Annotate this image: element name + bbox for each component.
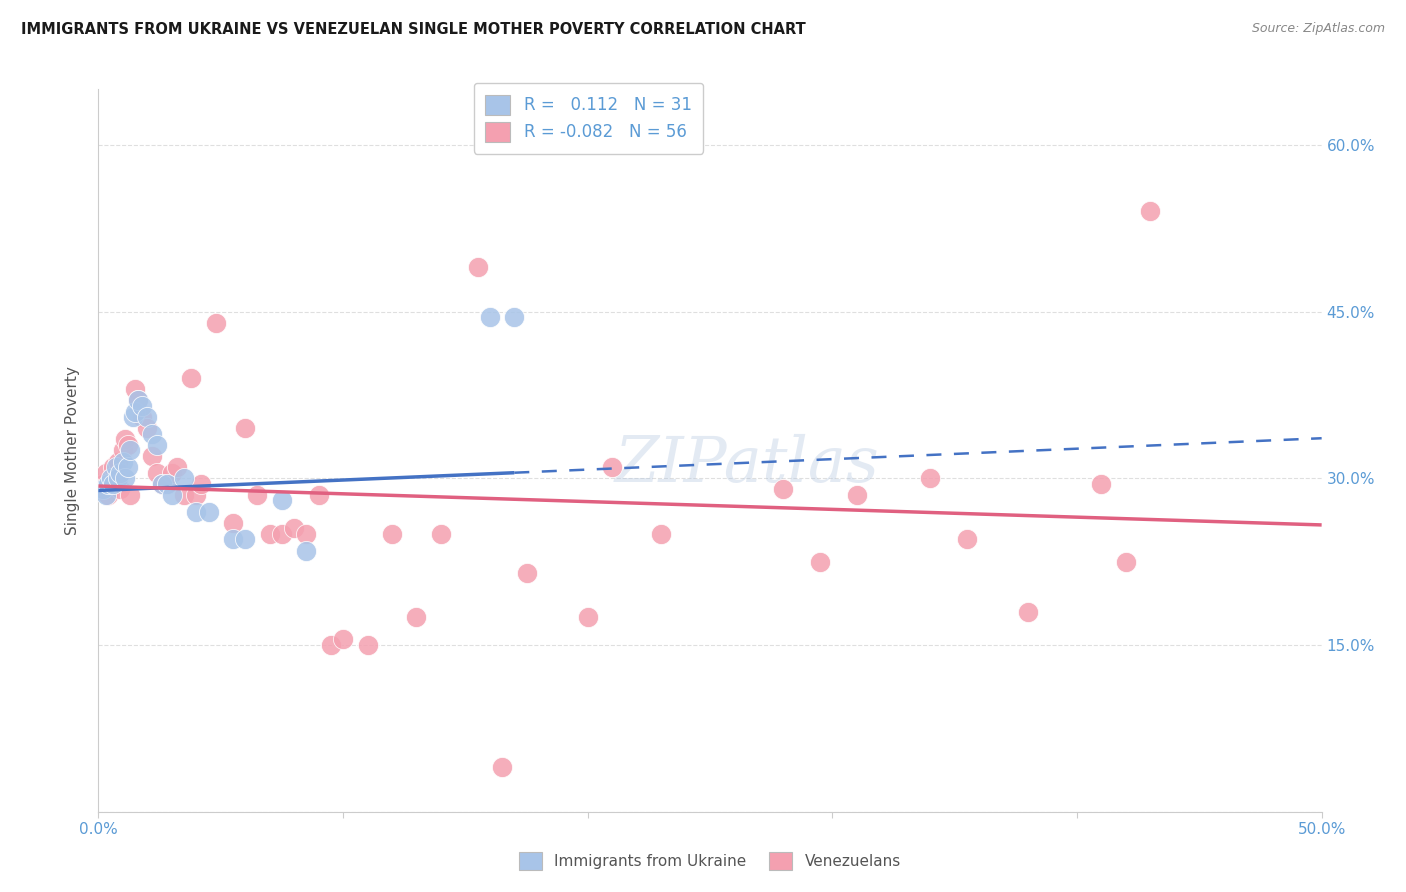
Point (141, 426, 163, 441)
Point (101, 460, 124, 475)
Point (808, 555, 831, 569)
Text: Source: ZipAtlas.com: Source: ZipAtlas.com (1251, 22, 1385, 36)
Point (97, 488, 120, 502)
Point (127, 393, 149, 408)
Point (197, 505, 219, 519)
Point (101, 476, 124, 491)
Point (136, 421, 159, 435)
Point (104, 471, 127, 485)
Point (1090, 476, 1112, 491)
Point (283, 521, 305, 535)
Point (141, 449, 163, 463)
Point (131, 410, 153, 425)
Point (150, 476, 173, 491)
Point (124, 382, 146, 396)
Point (97, 476, 120, 491)
Point (772, 483, 794, 497)
Point (180, 371, 202, 385)
Point (117, 460, 139, 475)
Point (356, 638, 378, 652)
Point (146, 438, 169, 452)
Point (190, 476, 212, 491)
Point (478, 310, 501, 324)
Point (121, 410, 143, 425)
Point (146, 466, 169, 480)
Point (100, 471, 122, 485)
Point (270, 526, 294, 541)
Point (160, 488, 183, 502)
Point (332, 632, 354, 647)
Point (246, 488, 269, 502)
Point (430, 526, 453, 541)
Point (503, 310, 526, 324)
Legend: Immigrants from Ukraine, Venezuelans: Immigrants from Ukraine, Venezuelans (513, 846, 907, 876)
Point (136, 410, 159, 425)
Point (1017, 605, 1039, 619)
Point (173, 488, 195, 502)
Point (381, 526, 404, 541)
Point (295, 526, 318, 541)
Point (156, 476, 179, 491)
Point (111, 443, 134, 458)
Point (110, 466, 132, 480)
Point (222, 533, 245, 547)
Point (160, 466, 183, 480)
Point (956, 533, 979, 547)
Point (405, 610, 427, 624)
Point (576, 610, 599, 624)
Point (319, 638, 342, 652)
Point (222, 516, 245, 530)
Point (91, 483, 114, 497)
Point (127, 393, 149, 408)
Point (104, 460, 127, 475)
Point (186, 488, 208, 502)
Point (107, 454, 129, 468)
Point (600, 460, 623, 475)
Point (131, 399, 153, 413)
Point (259, 526, 281, 541)
Text: ZIPatlas: ZIPatlas (614, 434, 879, 496)
Point (114, 433, 136, 447)
Point (270, 493, 294, 508)
Point (156, 476, 179, 491)
Point (117, 438, 139, 452)
Point (166, 460, 188, 475)
Point (1139, 204, 1161, 219)
Point (107, 471, 129, 485)
Point (233, 533, 256, 547)
Text: IMMIGRANTS FROM UKRAINE VS VENEZUELAN SINGLE MOTHER POVERTY CORRELATION CHART: IMMIGRANTS FROM UKRAINE VS VENEZUELAN SI… (21, 22, 806, 37)
Point (114, 471, 136, 485)
Point (110, 483, 132, 497)
Point (467, 260, 489, 274)
Point (111, 454, 134, 468)
Point (650, 526, 672, 541)
Point (124, 404, 146, 418)
Point (186, 505, 208, 519)
Point (100, 476, 122, 491)
Point (94, 466, 117, 480)
Point (845, 488, 868, 502)
Point (91, 476, 114, 491)
Point (173, 471, 195, 485)
Point (308, 488, 330, 502)
Point (120, 488, 142, 502)
Point (233, 421, 256, 435)
Y-axis label: Single Mother Poverty: Single Mother Poverty (65, 366, 80, 535)
Point (920, 471, 942, 485)
Point (295, 543, 318, 558)
Point (94, 488, 117, 502)
Point (491, 760, 513, 774)
Point (120, 443, 142, 458)
Point (515, 566, 537, 580)
Point (150, 476, 173, 491)
Point (205, 316, 228, 330)
Point (1115, 555, 1137, 569)
